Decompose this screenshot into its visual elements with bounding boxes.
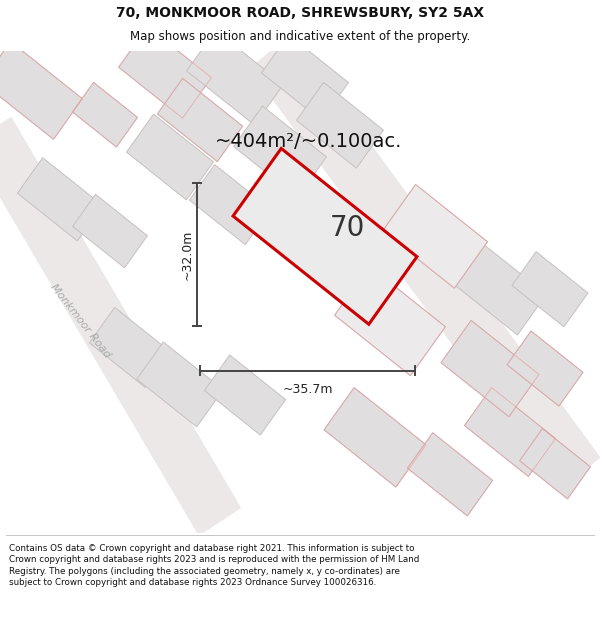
Polygon shape [127, 114, 214, 200]
Polygon shape [324, 388, 426, 487]
Polygon shape [190, 164, 271, 244]
Polygon shape [137, 342, 223, 427]
Polygon shape [262, 35, 349, 121]
Text: ~32.0m: ~32.0m [181, 229, 193, 280]
Polygon shape [512, 252, 588, 327]
Text: 70: 70 [329, 214, 365, 242]
Polygon shape [233, 106, 326, 198]
Text: Monkmoor Road: Monkmoor Road [48, 282, 112, 360]
Polygon shape [17, 158, 103, 241]
Polygon shape [407, 432, 493, 516]
Text: ~35.7m: ~35.7m [282, 383, 333, 396]
Polygon shape [335, 266, 445, 376]
Polygon shape [0, 41, 82, 139]
Polygon shape [441, 321, 539, 417]
Text: Monkmoor Road: Monkmoor Road [306, 173, 384, 236]
Polygon shape [296, 82, 383, 168]
Text: Contains OS data © Crown copyright and database right 2021. This information is : Contains OS data © Crown copyright and d… [9, 544, 419, 587]
Polygon shape [233, 149, 417, 324]
Polygon shape [89, 308, 170, 388]
Text: Map shows position and indicative extent of the property.: Map shows position and indicative extent… [130, 31, 470, 43]
Polygon shape [73, 194, 148, 268]
Polygon shape [383, 184, 487, 288]
Polygon shape [119, 27, 211, 118]
Polygon shape [73, 82, 137, 147]
Polygon shape [507, 331, 583, 406]
Polygon shape [157, 78, 242, 162]
Polygon shape [0, 117, 241, 536]
Polygon shape [454, 244, 547, 335]
Text: ~404m²/~0.100ac.: ~404m²/~0.100ac. [215, 132, 403, 151]
Text: 70, MONKMOOR ROAD, SHREWSBURY, SY2 5AX: 70, MONKMOOR ROAD, SHREWSBURY, SY2 5AX [116, 6, 484, 20]
Polygon shape [187, 31, 283, 125]
Polygon shape [250, 34, 600, 491]
Polygon shape [520, 429, 590, 499]
Polygon shape [464, 388, 556, 476]
Polygon shape [205, 355, 286, 435]
